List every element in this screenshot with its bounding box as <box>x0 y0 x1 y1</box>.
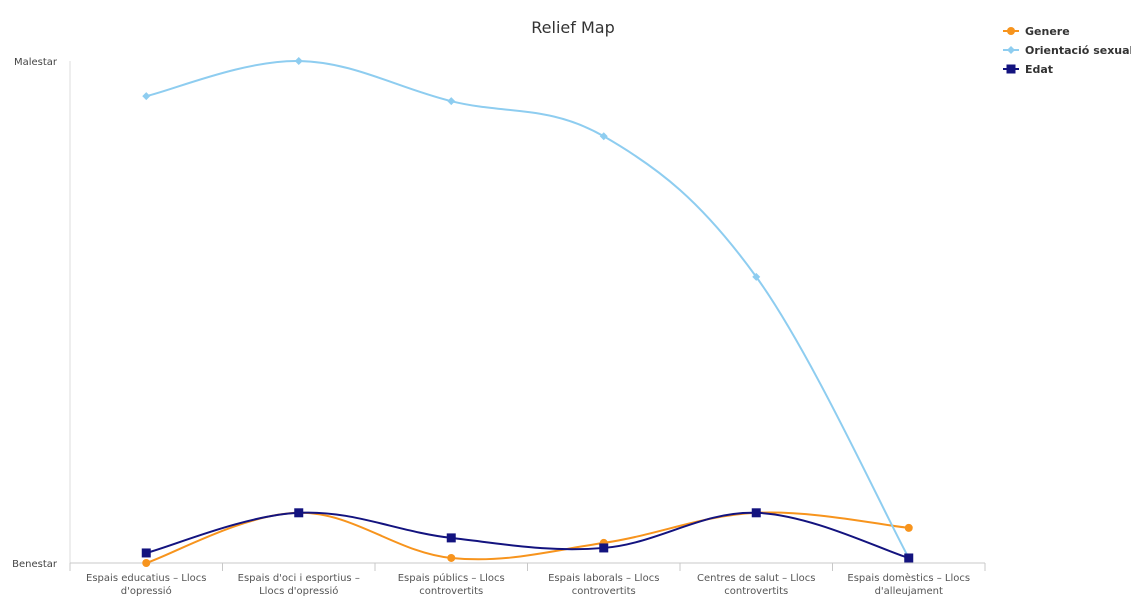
x-tick-label: Espais laborals – Llocs controvertits <box>548 573 659 597</box>
x-tick-label: Espais d'oci i esportius – Llocs d'opress… <box>238 573 360 597</box>
legend: Genere Orientació sexual Edat <box>1003 25 1131 76</box>
x-tick-label: Centres de salut – Llocs controvertits <box>697 573 815 597</box>
legend-marker <box>1006 64 1016 74</box>
x-tick-label: Espais públics – Llocs controvertits <box>398 572 505 597</box>
data-point <box>142 559 151 567</box>
data-point <box>752 272 761 281</box>
legend-label: Edat <box>1025 63 1053 76</box>
legend-label: Orientació sexual <box>1025 44 1131 57</box>
data-point <box>599 132 608 141</box>
series-line-1 <box>146 59 910 559</box>
axes: Benestar Malestar Espais educatius – Llocs… <box>12 57 986 597</box>
chart-title: Relief Map <box>531 18 614 37</box>
series-line-2 <box>145 511 910 559</box>
legend-marker <box>1007 46 1015 54</box>
legend-label: Genere <box>1025 25 1070 38</box>
data-point <box>447 553 456 562</box>
data-point <box>447 97 456 106</box>
series-lines <box>141 57 914 567</box>
y-tick-label-min: Benestar <box>12 559 58 570</box>
data-point <box>141 548 151 558</box>
data-point <box>904 523 913 532</box>
data-point <box>294 57 303 65</box>
data-point <box>904 553 914 563</box>
x-tick-label: Espais domèstics – Llocs d'alleujament <box>847 572 970 597</box>
data-point <box>751 508 761 518</box>
legend-marker <box>1007 27 1015 35</box>
data-point <box>599 543 609 553</box>
data-point <box>446 533 456 543</box>
data-point <box>142 92 151 101</box>
x-tick-label: Espais educatius – Llocs d'opressió <box>86 573 206 597</box>
data-point <box>294 508 304 518</box>
series-line-0 <box>145 511 909 564</box>
y-tick-label-max: Malestar <box>14 57 58 68</box>
